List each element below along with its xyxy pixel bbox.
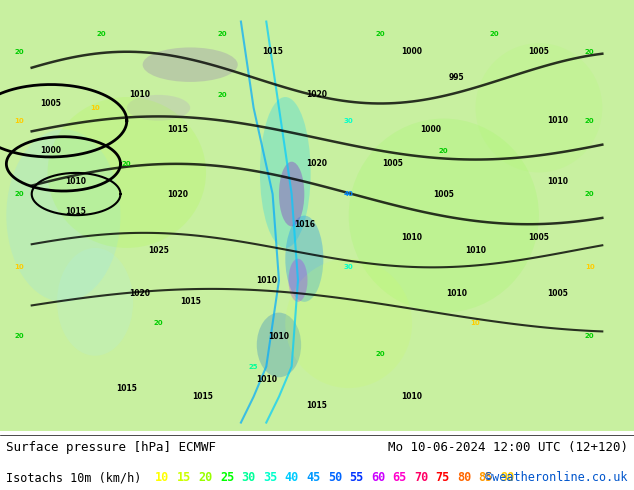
- Text: 1015: 1015: [262, 47, 283, 56]
- Text: 30: 30: [344, 264, 354, 270]
- Text: 1010: 1010: [446, 289, 467, 298]
- Text: 1010: 1010: [401, 392, 423, 401]
- Text: 85: 85: [479, 471, 493, 484]
- Text: 20: 20: [217, 92, 227, 98]
- Text: 1020: 1020: [129, 289, 150, 298]
- Text: 1005: 1005: [529, 47, 549, 56]
- Text: 1005: 1005: [434, 190, 454, 198]
- Text: Surface pressure [hPa] ECMWF: Surface pressure [hPa] ECMWF: [6, 441, 216, 454]
- Ellipse shape: [349, 119, 539, 313]
- Text: 1010: 1010: [547, 176, 569, 186]
- Ellipse shape: [260, 97, 311, 248]
- Text: 1005: 1005: [383, 159, 403, 169]
- Text: Mo 10-06-2024 12:00 UTC (12+120): Mo 10-06-2024 12:00 UTC (12+120): [387, 441, 628, 454]
- Text: 20: 20: [375, 31, 385, 38]
- Text: 75: 75: [436, 471, 450, 484]
- Text: 30: 30: [242, 471, 256, 484]
- Ellipse shape: [143, 48, 238, 82]
- Text: 1015: 1015: [167, 125, 188, 134]
- Text: 1005: 1005: [41, 99, 61, 108]
- Text: 20: 20: [585, 333, 595, 340]
- Text: 1015: 1015: [117, 384, 137, 392]
- Text: 40: 40: [344, 191, 354, 197]
- Text: 20: 20: [217, 31, 227, 38]
- Text: 1015: 1015: [193, 392, 213, 401]
- Text: 1010: 1010: [401, 233, 423, 242]
- Ellipse shape: [288, 259, 307, 302]
- Text: 1010: 1010: [465, 245, 486, 255]
- Text: 1015: 1015: [180, 297, 200, 306]
- Text: 1015: 1015: [307, 401, 327, 410]
- Text: 1010: 1010: [256, 276, 277, 285]
- Text: 1010: 1010: [256, 375, 277, 384]
- Text: 20: 20: [122, 161, 132, 167]
- Text: 20: 20: [585, 118, 595, 124]
- Ellipse shape: [285, 216, 323, 302]
- Text: 25: 25: [249, 364, 258, 369]
- Ellipse shape: [279, 162, 304, 226]
- Ellipse shape: [257, 313, 301, 377]
- Text: 10: 10: [14, 264, 24, 270]
- Text: 1010: 1010: [65, 176, 87, 186]
- Text: 10: 10: [585, 264, 595, 270]
- Ellipse shape: [127, 95, 190, 121]
- Text: 1020: 1020: [306, 90, 328, 99]
- Text: 20: 20: [489, 31, 500, 38]
- Text: 40: 40: [285, 471, 299, 484]
- Ellipse shape: [476, 43, 602, 172]
- Text: 10: 10: [470, 320, 481, 326]
- Text: 1015: 1015: [66, 207, 86, 216]
- Text: 1010: 1010: [129, 90, 150, 99]
- Text: 20: 20: [585, 49, 595, 55]
- Text: 30: 30: [344, 118, 354, 124]
- Text: 20: 20: [375, 350, 385, 357]
- Text: 90: 90: [500, 471, 514, 484]
- Text: 15: 15: [177, 471, 191, 484]
- Text: 70: 70: [414, 471, 428, 484]
- Text: 35: 35: [263, 471, 277, 484]
- Text: 65: 65: [392, 471, 406, 484]
- Text: 80: 80: [457, 471, 471, 484]
- Text: 20: 20: [439, 148, 449, 154]
- Text: 1025: 1025: [148, 245, 169, 255]
- Text: 20: 20: [14, 333, 24, 340]
- Text: 995: 995: [449, 73, 464, 82]
- Text: 1000: 1000: [40, 147, 61, 155]
- Text: 1005: 1005: [529, 233, 549, 242]
- Text: Isotachs 10m (km/h): Isotachs 10m (km/h): [6, 471, 142, 484]
- Text: 60: 60: [371, 471, 385, 484]
- Text: 50: 50: [328, 471, 342, 484]
- Text: 20: 20: [198, 471, 212, 484]
- Text: 25: 25: [220, 471, 234, 484]
- Text: 45: 45: [306, 471, 320, 484]
- Text: 10: 10: [155, 471, 169, 484]
- Ellipse shape: [57, 248, 133, 356]
- Text: 1016: 1016: [294, 220, 315, 229]
- Text: 10: 10: [90, 105, 100, 111]
- Text: 1010: 1010: [547, 116, 569, 125]
- Text: 1000: 1000: [420, 125, 442, 134]
- Text: 1020: 1020: [167, 190, 188, 198]
- Text: 1005: 1005: [548, 289, 568, 298]
- Ellipse shape: [285, 259, 412, 388]
- Ellipse shape: [48, 97, 206, 248]
- Text: 20: 20: [14, 49, 24, 55]
- Text: 20: 20: [96, 31, 107, 38]
- Text: 1010: 1010: [268, 332, 290, 341]
- Ellipse shape: [6, 129, 120, 302]
- Text: 10: 10: [14, 118, 24, 124]
- Text: 20: 20: [14, 191, 24, 197]
- Text: 55: 55: [349, 471, 363, 484]
- Text: 20: 20: [585, 191, 595, 197]
- Text: ©weatheronline.co.uk: ©weatheronline.co.uk: [485, 471, 628, 484]
- Text: 1000: 1000: [401, 47, 423, 56]
- Text: 20: 20: [153, 320, 164, 326]
- Text: 1020: 1020: [306, 159, 328, 169]
